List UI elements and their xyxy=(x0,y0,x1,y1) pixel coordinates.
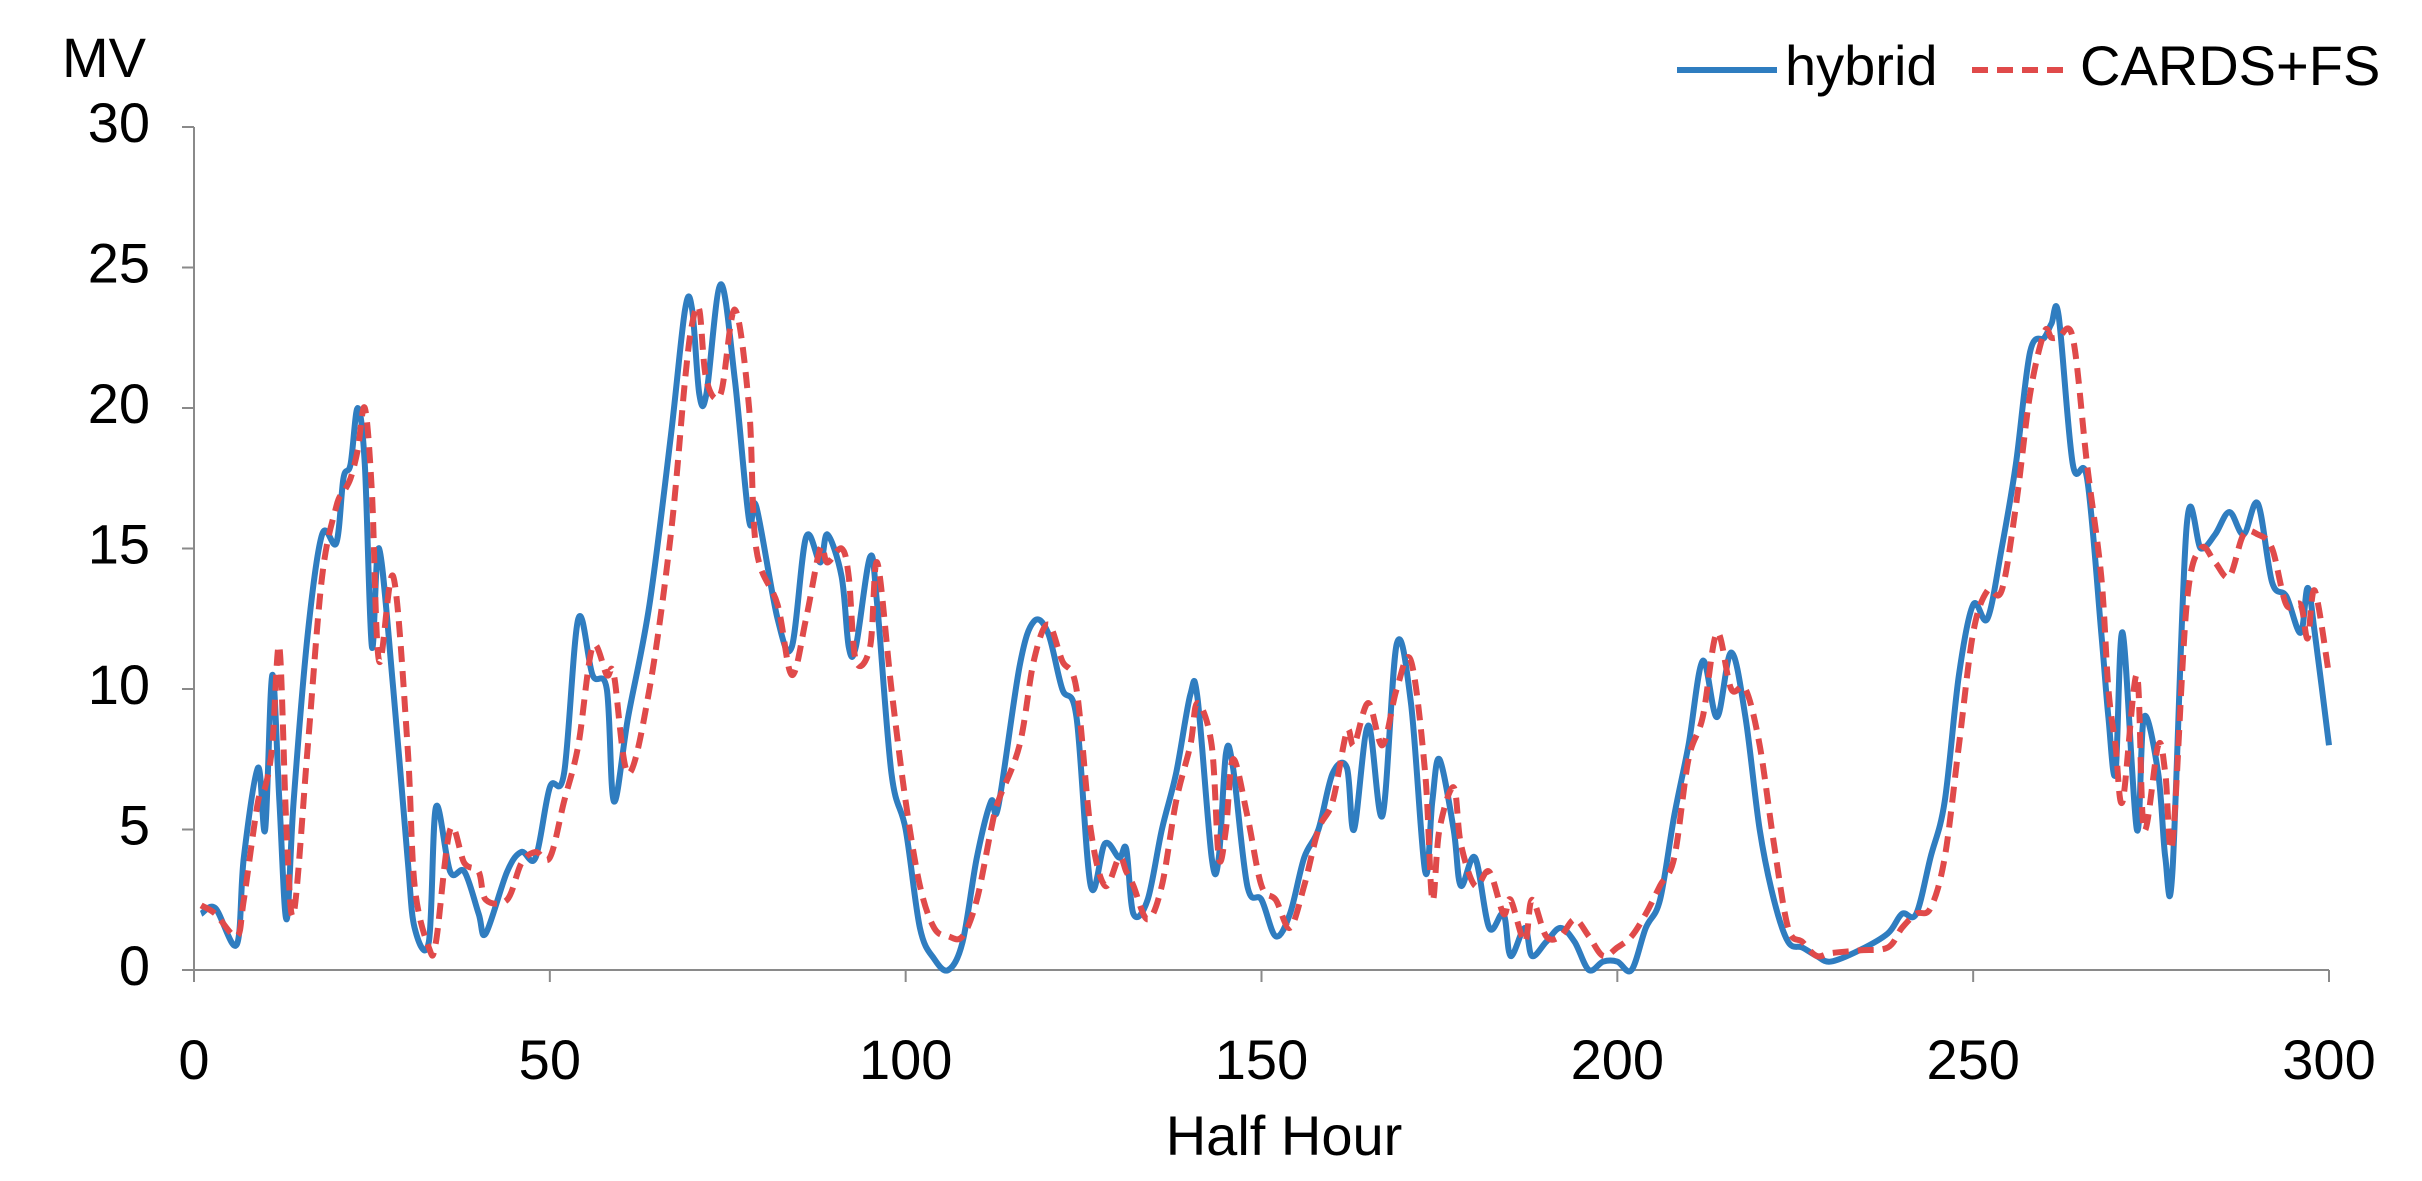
y-tick-label: 5 xyxy=(119,793,150,856)
series-line xyxy=(199,303,2332,960)
x-tick-label: 100 xyxy=(859,1028,952,1091)
x-tick-label: 150 xyxy=(1215,1028,1308,1091)
y-tick-label: 15 xyxy=(88,512,150,575)
y-axis-label: MV xyxy=(62,26,147,89)
y-tick-label: 10 xyxy=(88,653,150,716)
x-tick-label: 50 xyxy=(519,1028,581,1091)
x-tick-label: 300 xyxy=(2282,1028,2375,1091)
x-tick-label: 250 xyxy=(1926,1028,2019,1091)
y-tick-label: 25 xyxy=(88,231,150,294)
legend-label: CARDS+FS xyxy=(2080,34,2380,97)
legend-label: hybrid xyxy=(1785,34,1938,97)
y-tick-label: 20 xyxy=(88,372,150,435)
y-tick-label: 0 xyxy=(119,934,150,997)
x-tick-label: 0 xyxy=(178,1028,209,1091)
x-axis-label: Half Hour xyxy=(1166,1104,1403,1167)
y-tick-label: 30 xyxy=(88,91,150,154)
series-line xyxy=(199,281,2332,975)
x-tick-label: 200 xyxy=(1571,1028,1664,1091)
